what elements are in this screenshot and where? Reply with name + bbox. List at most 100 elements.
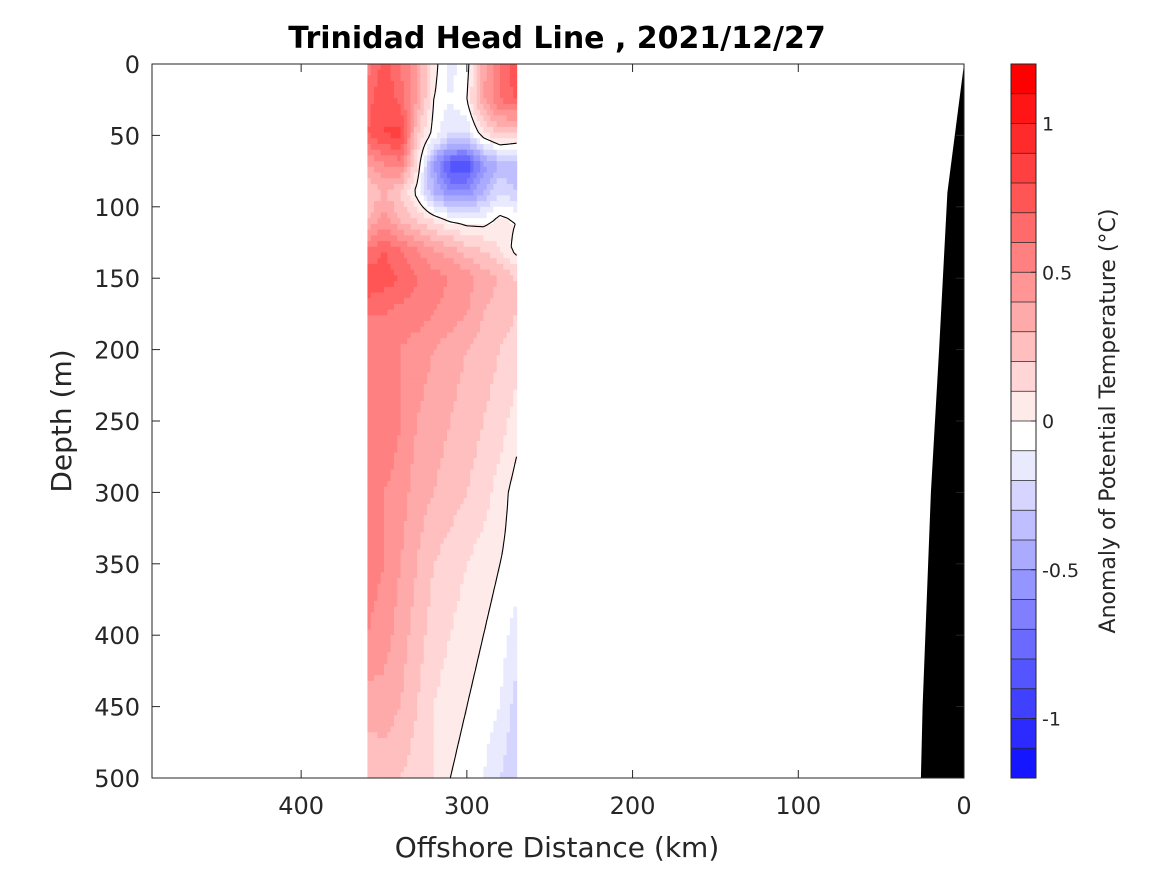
contour-cell — [480, 526, 485, 533]
contour-cell — [390, 201, 395, 208]
contour-cell — [473, 623, 478, 631]
contour-cell — [486, 69, 491, 77]
contour-cell — [506, 195, 511, 202]
contour-cell — [403, 578, 408, 585]
contour-cell — [417, 658, 422, 665]
contour-cell — [423, 138, 428, 145]
contour-cell — [513, 498, 518, 505]
contour-cell — [466, 218, 471, 225]
contour-cell — [417, 218, 422, 225]
contour-cell — [470, 663, 475, 671]
contour-cell — [483, 81, 488, 88]
contour-cell — [476, 269, 481, 276]
contour-cell — [453, 109, 458, 117]
contour-cell — [483, 475, 488, 482]
contour-cell — [463, 583, 468, 591]
contour-cell — [430, 155, 435, 162]
contour-cell — [463, 292, 468, 299]
contour-cell — [397, 98, 402, 105]
contour-cell — [410, 212, 415, 219]
contour-cell — [384, 618, 388, 625]
contour-cell — [384, 229, 388, 236]
contour-cell — [503, 269, 508, 276]
contour-cell — [486, 515, 491, 522]
contour-cell — [437, 223, 441, 231]
contour-cell — [407, 143, 412, 151]
contour-cell — [403, 629, 408, 636]
contour-cell — [410, 560, 415, 568]
contour-cell — [486, 475, 491, 482]
contour-cell — [483, 98, 488, 105]
contour-cell — [486, 526, 491, 533]
contour-cell — [503, 635, 508, 642]
contour-cell — [506, 103, 511, 111]
contour-cell — [440, 275, 445, 282]
contour-cell — [384, 132, 388, 139]
contour-cell — [486, 195, 491, 202]
contour-cell — [509, 595, 514, 602]
contour-cell — [403, 526, 408, 533]
contour-cell — [486, 258, 491, 265]
contour-cell — [453, 600, 458, 608]
contour-cell — [423, 275, 428, 282]
contour-cell — [410, 606, 415, 613]
contour-cell — [450, 252, 455, 259]
contour-cell — [493, 235, 498, 242]
contour-cell — [390, 429, 395, 436]
contour-cell — [473, 252, 478, 259]
contour-cell — [367, 303, 372, 311]
contour-cell — [387, 281, 392, 288]
contour-cell — [367, 395, 372, 402]
contour-cell — [437, 412, 441, 419]
contour-cell — [427, 223, 431, 231]
contour-cell — [417, 138, 422, 145]
contour-cell — [417, 155, 422, 162]
contour-cell — [490, 263, 494, 271]
contour-cell — [430, 515, 435, 522]
contour-cell — [509, 435, 514, 442]
contour-cell — [450, 452, 455, 459]
contour-cell — [423, 178, 428, 185]
contour-cell — [493, 126, 498, 134]
contour-cell — [490, 149, 494, 156]
contour-cell — [503, 275, 508, 282]
contour-cell — [450, 206, 455, 214]
contour-cell — [370, 418, 375, 425]
contour-cell — [420, 206, 425, 214]
contour-cell — [397, 326, 402, 334]
contour-cell — [450, 389, 455, 396]
contour-cell — [377, 286, 382, 294]
contour-cell — [503, 378, 508, 385]
contour-cell — [486, 680, 491, 688]
contour-cell — [493, 503, 498, 511]
contour-cell — [384, 418, 388, 425]
contour-cell — [384, 258, 388, 265]
contour-cell — [427, 589, 431, 596]
contour-cell — [486, 212, 491, 219]
contour-cell — [423, 235, 428, 242]
contour-cell — [496, 86, 501, 94]
contour-cell — [470, 326, 475, 334]
contour-cell — [493, 555, 498, 562]
contour-cell — [483, 292, 488, 299]
contour-cell — [456, 126, 461, 134]
contour-cell — [463, 692, 468, 699]
contour-cell — [390, 555, 395, 562]
contour-cell — [423, 629, 428, 636]
contour-cell — [500, 246, 504, 254]
contour-cell — [417, 555, 422, 562]
contour-cell — [370, 75, 375, 82]
contour-cell — [430, 475, 435, 482]
contour-cell — [427, 229, 431, 236]
contour-cell — [440, 263, 445, 271]
contour-cell — [503, 178, 508, 185]
contour-cell — [403, 469, 408, 476]
contour-cell — [509, 498, 514, 505]
contour-cell — [473, 646, 478, 653]
contour-cell — [476, 252, 481, 259]
contour-cell — [367, 361, 372, 368]
contour-cell — [413, 412, 418, 419]
contour-cell — [483, 126, 488, 134]
contour-cell — [384, 389, 388, 396]
contour-cell — [509, 338, 514, 345]
